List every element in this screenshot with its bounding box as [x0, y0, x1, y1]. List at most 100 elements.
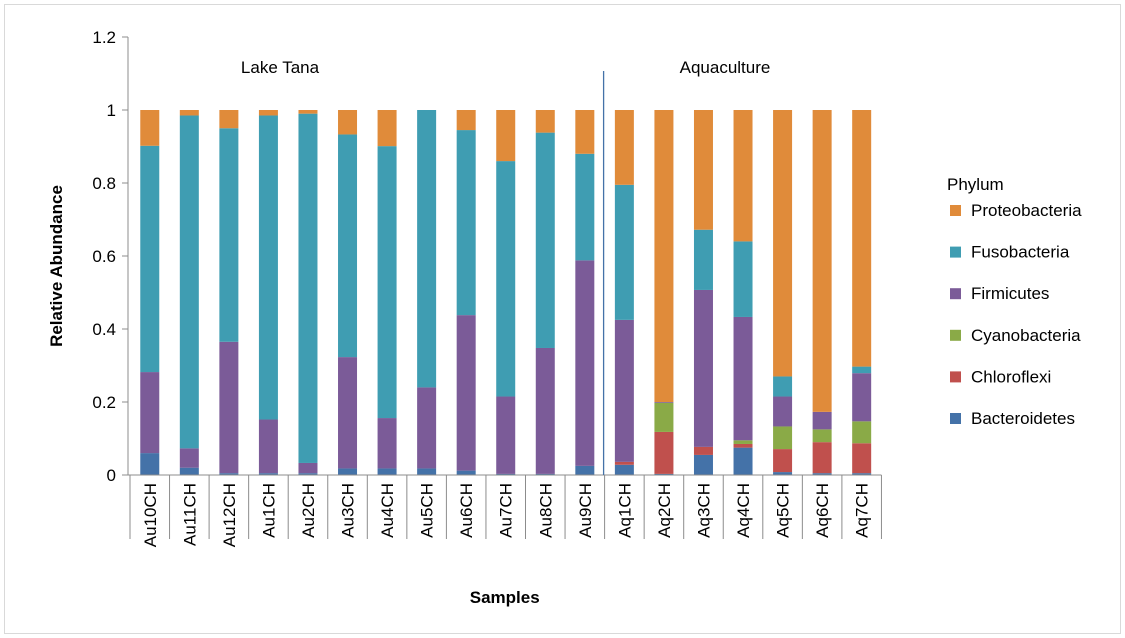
bar-segment-chloroflexi	[733, 443, 753, 448]
bar-segment-proteobacteria	[654, 110, 674, 402]
bar-segment-proteobacteria	[812, 110, 832, 412]
bar-segment-firmicutes	[338, 357, 358, 469]
bar-segment-bacteroidetes	[614, 464, 634, 475]
x-tick-label: Au9CH	[576, 483, 595, 538]
x-tick-label: Au11CH	[180, 483, 199, 546]
y-axis-title: Relative Abundance	[47, 185, 66, 347]
legend-label: Fusobacteria	[971, 243, 1070, 262]
bar-segment-chloroflexi	[812, 442, 832, 474]
bar-segment-firmicutes	[535, 347, 555, 474]
bar-segment-firmicutes	[456, 315, 476, 471]
bar-segment-bacteroidetes	[298, 473, 318, 475]
legend-swatch	[950, 371, 961, 383]
bar-segment-firmicutes	[417, 387, 437, 469]
bar-segment-chloroflexi	[852, 443, 872, 474]
y-tick-label: 1.2	[92, 28, 116, 47]
bar-segment-proteobacteria	[140, 110, 160, 146]
bar-segment-chloroflexi	[654, 431, 674, 474]
bar-segment-firmicutes	[140, 372, 160, 454]
bar-segment-chloroflexi	[773, 449, 793, 473]
bar-segment-proteobacteria	[852, 110, 872, 367]
legend-label: Chloroflexi	[971, 367, 1051, 386]
bar-segment-cyanobacteria	[812, 429, 832, 443]
bar-segment-bacteroidetes	[140, 453, 160, 475]
group-label: Aquaculture	[680, 58, 771, 77]
legend-swatch	[950, 329, 961, 341]
bar-segment-fusobacteria	[298, 113, 318, 463]
x-tick-label: Au6CH	[457, 483, 476, 538]
group-label: Lake Tana	[241, 58, 320, 77]
bar-segment-firmicutes	[773, 396, 793, 427]
bar-segment-bacteroidetes	[179, 467, 199, 475]
bar-segment-firmicutes	[298, 462, 318, 474]
bar-segment-fusobacteria	[140, 145, 160, 373]
x-tick-label: Au8CH	[536, 483, 555, 538]
legend-label: Cyanobacteria	[971, 326, 1081, 345]
bars	[140, 110, 872, 475]
bar-segment-chloroflexi	[614, 461, 634, 465]
legend: Proteobacteria Fusobacteria Firmicutes Cyan…	[950, 201, 1082, 428]
x-tick-label: Au7CH	[497, 483, 516, 538]
bar-segment-proteobacteria	[338, 110, 358, 135]
legend-title: Phylum	[947, 175, 1004, 194]
bar-segment-proteobacteria	[535, 110, 555, 133]
bar-segment-fusobacteria	[693, 229, 713, 290]
bar-segment-cyanobacteria	[733, 440, 753, 444]
y-tick-label: 0	[107, 466, 116, 485]
x-tick-label: Aq2CH	[655, 483, 674, 538]
chart-frame: 0 0.2 0.4 0.6 0.8 1 1.2 Au10CH Au11CH Au12CH Au1C…	[4, 4, 1121, 634]
x-axis-title: Samples	[470, 588, 540, 607]
x-tick-label: Aq6CH	[813, 483, 832, 538]
bar-segment-bacteroidetes	[338, 468, 358, 475]
y-tick-label: 0.2	[92, 393, 116, 412]
bar-segment-firmicutes	[733, 316, 753, 441]
bar-segment-bacteroidetes	[733, 447, 753, 475]
bar-segment-fusobacteria	[614, 184, 634, 320]
x-tick-label: Au4CH	[378, 483, 397, 538]
legend-label: Firmicutes	[971, 284, 1049, 303]
bar-segment-fusobacteria	[575, 153, 595, 261]
bar-segment-bacteroidetes	[377, 468, 397, 475]
bar-segment-proteobacteria	[614, 110, 634, 185]
bar-segment-firmicutes	[812, 411, 832, 430]
bar-segment-cyanobacteria	[852, 421, 872, 444]
bar-segment-fusobacteria	[219, 128, 239, 342]
bar-segment-fusobacteria	[852, 366, 872, 374]
x-tick-label: Au2CH	[299, 483, 318, 538]
bar-segment-firmicutes	[219, 341, 239, 474]
bar-segment-fusobacteria	[258, 115, 278, 420]
bar-segment-bacteroidetes	[812, 473, 832, 475]
bar-segment-firmicutes	[852, 373, 872, 422]
x-axis: Au10CH Au11CH Au12CH Au1CH Au2CH Au3CH Au4CH Au…	[128, 474, 882, 547]
y-tick-label: 1	[107, 101, 116, 120]
x-tick-label: Au3CH	[339, 483, 358, 538]
stacked-bar-chart: 0 0.2 0.4 0.6 0.8 1 1.2 Au10CH Au11CH Au12CH Au1C…	[47, 28, 1082, 607]
bar-segment-proteobacteria	[179, 110, 199, 116]
bar-segment-bacteroidetes	[496, 473, 516, 475]
legend-swatch	[950, 413, 961, 424]
x-tick-label: Aq3CH	[694, 483, 713, 538]
bar-segment-bacteroidetes	[258, 473, 278, 475]
bar-segment-cyanobacteria	[773, 426, 793, 450]
bar-segment-firmicutes	[377, 418, 397, 469]
x-tick-label: Au1CH	[259, 483, 278, 538]
bar-segment-fusobacteria	[338, 134, 358, 358]
x-tick-label: Aq1CH	[615, 483, 634, 538]
bar-segment-firmicutes	[179, 448, 199, 468]
bar-segment-bacteroidetes	[456, 470, 476, 475]
x-tick-label: Aq5CH	[774, 483, 793, 538]
x-tick-label: Au5CH	[418, 483, 437, 538]
bar-segment-proteobacteria	[575, 110, 595, 154]
x-tick-label: Au12CH	[220, 483, 239, 547]
legend-label: Proteobacteria	[971, 201, 1082, 220]
legend-swatch	[950, 205, 961, 216]
bar-segment-proteobacteria	[456, 110, 476, 131]
bar-segment-proteobacteria	[733, 110, 753, 242]
bar-segment-proteobacteria	[773, 110, 793, 377]
x-tick-label: Au10CH	[141, 483, 160, 547]
bar-segment-firmicutes	[496, 396, 516, 474]
bar-segment-bacteroidetes	[535, 473, 555, 475]
y-tick-label: 0.6	[92, 247, 116, 266]
bar-segment-proteobacteria	[298, 110, 318, 114]
bar-segment-bacteroidetes	[417, 468, 437, 475]
